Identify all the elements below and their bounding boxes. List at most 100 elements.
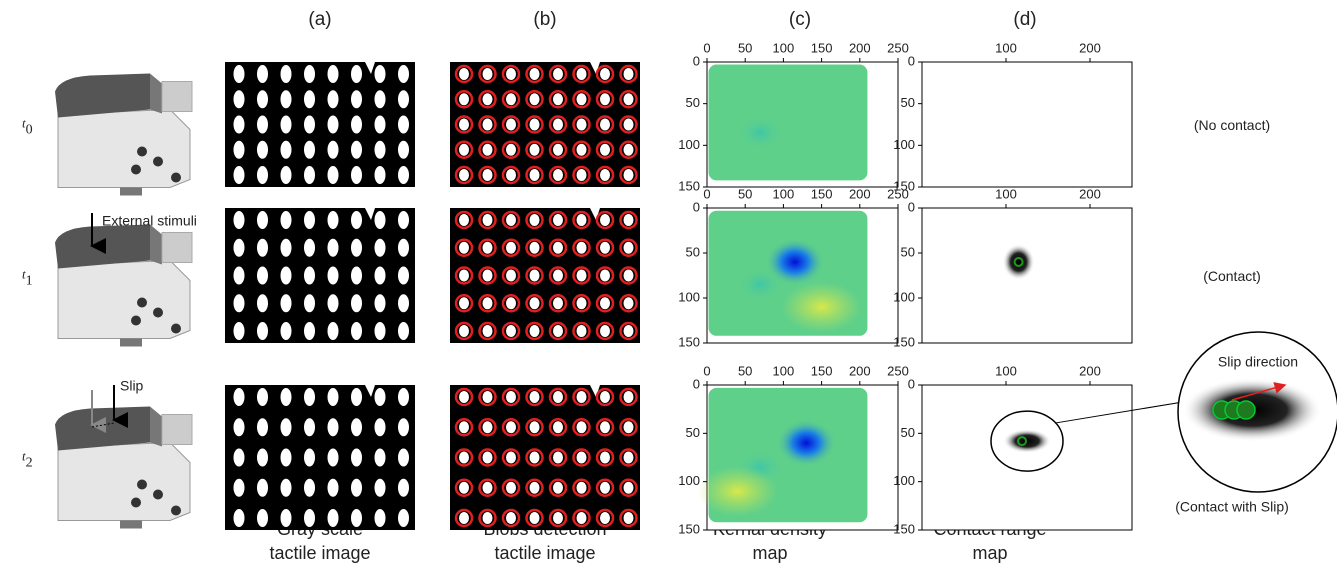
blob-marker	[525, 321, 544, 341]
pin	[506, 68, 516, 80]
pin	[623, 68, 634, 80]
sensor-pattern	[161, 414, 193, 445]
pin	[623, 214, 634, 226]
y-tick-label: 50	[901, 425, 915, 440]
y-tick-label: 100	[893, 289, 915, 304]
pin	[280, 388, 292, 406]
image-notch	[590, 62, 600, 74]
pin	[398, 65, 409, 83]
blob-marker	[595, 165, 615, 185]
y-tick-label: 0	[908, 53, 915, 68]
pin	[374, 266, 386, 285]
state-label: (Contact with Slip)	[1175, 499, 1289, 515]
blob-marker	[595, 266, 615, 285]
blob-marker	[454, 321, 474, 341]
blob-marker	[478, 90, 497, 109]
pin	[327, 509, 339, 527]
pin	[374, 509, 386, 527]
blob-marker	[501, 266, 521, 285]
blob-marker	[501, 140, 521, 159]
pin	[351, 90, 362, 109]
pin	[506, 214, 516, 226]
pin	[623, 118, 634, 131]
column-caption: tactile image	[494, 543, 595, 563]
pin	[304, 90, 315, 109]
blob-marker	[501, 448, 521, 467]
blob-marker	[548, 448, 568, 467]
pin	[398, 388, 409, 406]
pin	[459, 391, 469, 403]
pin	[576, 93, 587, 106]
blob-marker	[619, 508, 638, 528]
y-tick-label: 0	[908, 199, 915, 214]
blob-marker	[619, 294, 638, 313]
pin	[459, 325, 469, 337]
pin	[600, 143, 610, 156]
pin	[553, 143, 563, 156]
pin	[327, 418, 339, 437]
x-tick-label: 250	[887, 40, 909, 55]
y-tick-label: 150	[893, 178, 915, 193]
zoom-center	[1236, 400, 1256, 420]
pin	[233, 140, 245, 159]
blob-image	[450, 385, 640, 530]
pin	[576, 68, 587, 80]
state-label: (Contact)	[1203, 268, 1261, 284]
x-tick-label: 100	[773, 40, 795, 55]
pin	[327, 140, 339, 159]
pin	[304, 65, 315, 83]
blob-marker	[525, 478, 544, 497]
blob-marker	[572, 478, 591, 497]
time-subscript: 0	[26, 123, 33, 138]
pin	[482, 214, 493, 226]
contact-center	[1017, 436, 1027, 447]
sensor-hole	[171, 323, 181, 334]
pin	[576, 241, 587, 254]
x-tick-label: 200	[1079, 363, 1101, 378]
blob-marker	[478, 266, 497, 285]
pin	[459, 143, 469, 156]
pin	[623, 481, 634, 494]
sensor-hole	[171, 172, 181, 183]
sensor-base	[120, 520, 142, 529]
pin	[459, 214, 469, 226]
pin	[506, 451, 516, 464]
pin	[553, 169, 563, 181]
density-peak	[776, 419, 837, 467]
column-caption: map	[972, 543, 1007, 563]
sensor-lid-side	[150, 224, 162, 265]
blob-marker	[595, 448, 615, 467]
time-symbol: t	[22, 266, 26, 281]
pin	[280, 478, 292, 497]
pin	[351, 211, 362, 229]
blob-marker	[525, 508, 544, 528]
blob-marker	[454, 165, 474, 185]
blob-marker	[454, 90, 474, 109]
pin	[280, 509, 292, 527]
blob-image	[450, 62, 640, 187]
pin	[576, 391, 587, 403]
sensor-body	[57, 441, 191, 521]
blob-marker	[572, 266, 591, 285]
tactile-image	[225, 62, 415, 187]
pin	[600, 325, 610, 337]
pin	[553, 68, 563, 80]
pin	[459, 241, 469, 254]
blob-marker	[572, 90, 591, 109]
blob-marker	[525, 165, 544, 185]
blob-marker	[454, 418, 474, 437]
sensor-icon	[55, 224, 193, 347]
pin	[233, 478, 245, 497]
pin	[576, 325, 587, 337]
pin	[482, 297, 493, 310]
pin	[506, 269, 516, 282]
blob-marker	[501, 478, 521, 497]
sensor-hole	[131, 164, 141, 175]
sensor-pattern	[161, 81, 193, 112]
blob-marker	[478, 140, 497, 159]
pin	[351, 322, 362, 340]
pin	[600, 421, 610, 434]
blob-marker	[478, 294, 497, 313]
blob-marker	[501, 115, 521, 134]
blob-marker	[501, 294, 521, 313]
